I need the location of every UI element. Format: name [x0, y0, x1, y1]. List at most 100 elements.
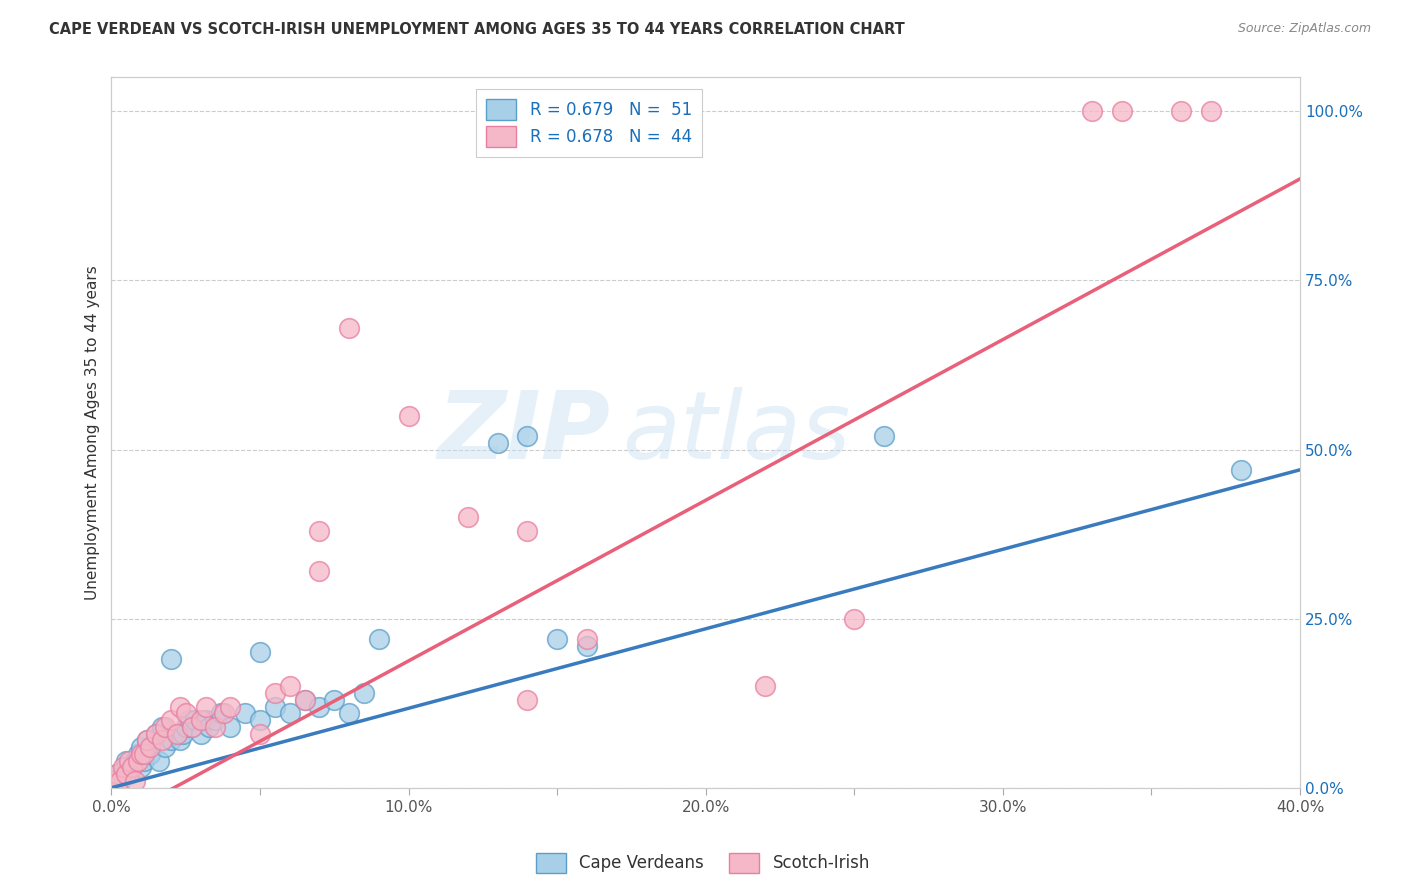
- Point: [323, 693, 346, 707]
- Point: [136, 733, 159, 747]
- Point: [132, 747, 155, 761]
- Point: [575, 639, 598, 653]
- Point: [180, 720, 202, 734]
- Point: [353, 686, 375, 700]
- Point: [145, 726, 167, 740]
- Point: [398, 409, 420, 423]
- Point: [118, 767, 141, 781]
- Point: [308, 524, 330, 538]
- Point: [308, 564, 330, 578]
- Point: [308, 699, 330, 714]
- Point: [169, 733, 191, 747]
- Point: [177, 713, 200, 727]
- Point: [457, 510, 479, 524]
- Text: ZIP: ZIP: [437, 386, 610, 479]
- Point: [249, 713, 271, 727]
- Point: [145, 726, 167, 740]
- Text: atlas: atlas: [623, 387, 851, 478]
- Point: [263, 686, 285, 700]
- Point: [337, 320, 360, 334]
- Point: [121, 760, 143, 774]
- Point: [153, 720, 176, 734]
- Point: [190, 713, 212, 727]
- Point: [160, 713, 183, 727]
- Point: [139, 740, 162, 755]
- Point: [873, 429, 896, 443]
- Legend: R = 0.679   N =  51, R = 0.678   N =  44: R = 0.679 N = 51, R = 0.678 N = 44: [477, 89, 702, 157]
- Point: [183, 713, 205, 727]
- Point: [105, 767, 128, 781]
- Point: [174, 720, 197, 734]
- Point: [115, 754, 138, 768]
- Point: [103, 774, 125, 789]
- Point: [129, 747, 152, 761]
- Point: [166, 726, 188, 740]
- Text: Source: ZipAtlas.com: Source: ZipAtlas.com: [1237, 22, 1371, 36]
- Point: [129, 760, 152, 774]
- Point: [127, 754, 149, 768]
- Point: [136, 733, 159, 747]
- Point: [367, 632, 389, 646]
- Point: [754, 679, 776, 693]
- Point: [1111, 104, 1133, 119]
- Point: [516, 693, 538, 707]
- Point: [516, 429, 538, 443]
- Point: [121, 760, 143, 774]
- Point: [166, 726, 188, 740]
- Point: [844, 612, 866, 626]
- Point: [575, 632, 598, 646]
- Point: [174, 706, 197, 721]
- Point: [112, 760, 135, 774]
- Point: [105, 767, 128, 781]
- Point: [294, 693, 316, 707]
- Point: [486, 435, 509, 450]
- Point: [148, 754, 170, 768]
- Point: [1229, 463, 1251, 477]
- Point: [1170, 104, 1192, 119]
- Point: [180, 720, 202, 734]
- Point: [169, 699, 191, 714]
- Point: [153, 740, 176, 755]
- Point: [233, 706, 256, 721]
- Point: [127, 747, 149, 761]
- Point: [110, 774, 132, 789]
- Point: [115, 760, 138, 774]
- Point: [110, 774, 132, 789]
- Point: [172, 726, 194, 740]
- Point: [1081, 104, 1104, 119]
- Point: [124, 754, 146, 768]
- Point: [139, 747, 162, 761]
- Point: [294, 693, 316, 707]
- Point: [129, 740, 152, 755]
- Point: [263, 699, 285, 714]
- Point: [278, 679, 301, 693]
- Point: [198, 720, 221, 734]
- Point: [337, 706, 360, 721]
- Y-axis label: Unemployment Among Ages 35 to 44 years: Unemployment Among Ages 35 to 44 years: [86, 265, 100, 600]
- Point: [546, 632, 568, 646]
- Point: [115, 767, 138, 781]
- Point: [219, 699, 242, 714]
- Point: [195, 713, 218, 727]
- Point: [249, 645, 271, 659]
- Point: [195, 699, 218, 714]
- Point: [190, 726, 212, 740]
- Point: [204, 720, 226, 734]
- Text: CAPE VERDEAN VS SCOTCH-IRISH UNEMPLOYMENT AMONG AGES 35 TO 44 YEARS CORRELATION : CAPE VERDEAN VS SCOTCH-IRISH UNEMPLOYMEN…: [49, 22, 905, 37]
- Point: [132, 754, 155, 768]
- Point: [204, 713, 226, 727]
- Point: [1199, 104, 1222, 119]
- Point: [103, 774, 125, 789]
- Point: [214, 706, 236, 721]
- Point: [160, 652, 183, 666]
- Point: [112, 767, 135, 781]
- Point: [209, 706, 232, 721]
- Point: [278, 706, 301, 721]
- Point: [150, 733, 173, 747]
- Point: [150, 720, 173, 734]
- Point: [249, 726, 271, 740]
- Point: [124, 774, 146, 789]
- Point: [118, 754, 141, 768]
- Point: [516, 524, 538, 538]
- Point: [160, 733, 183, 747]
